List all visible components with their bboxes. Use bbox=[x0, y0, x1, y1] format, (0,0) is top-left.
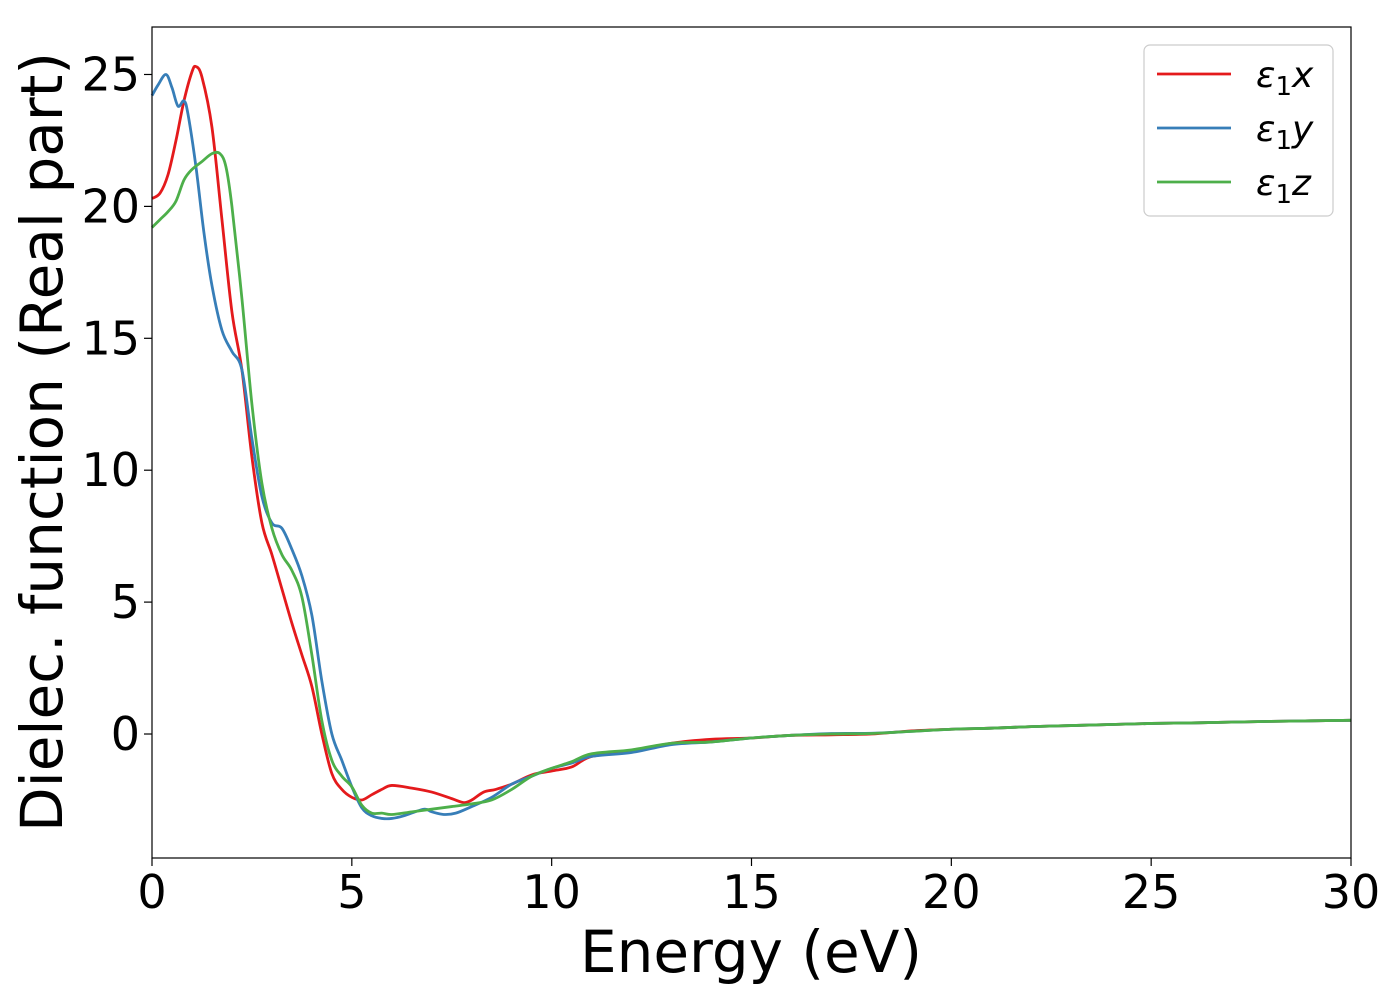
series-line-z bbox=[151, 150, 1352, 816]
x-tick-label: 25 bbox=[1122, 865, 1181, 919]
x-tick-label: 0 bbox=[137, 865, 166, 919]
x-tick-label: 20 bbox=[922, 865, 981, 919]
x-tick-label: 30 bbox=[1322, 865, 1381, 919]
x-axis-title: Energy (eV) bbox=[580, 918, 922, 986]
legend-label-y: ε1y bbox=[1256, 109, 1314, 156]
legend-label-z: ε1z bbox=[1256, 163, 1312, 210]
y-tick-label: 15 bbox=[81, 311, 140, 365]
x-axis: 0 5 10 15 20 25 30 bbox=[137, 858, 1380, 919]
series-layer bbox=[150, 64, 1352, 821]
x-tick-label: 15 bbox=[722, 865, 781, 919]
y-tick-label: 25 bbox=[81, 47, 140, 101]
y-axis-title: Dielec. function (Real part) bbox=[8, 52, 76, 832]
y-tick-label: 5 bbox=[111, 575, 140, 629]
y-tick-label: 10 bbox=[81, 443, 140, 497]
x-tick-label: 5 bbox=[337, 865, 366, 919]
legend-label-x: ε1x bbox=[1256, 55, 1314, 102]
y-tick-label: 20 bbox=[81, 179, 140, 233]
x-tick-label: 10 bbox=[522, 865, 581, 919]
y-axis: 0 5 10 15 20 25 bbox=[81, 47, 152, 761]
legend-box bbox=[1143, 44, 1334, 217]
legend: ε1x ε1y ε1z bbox=[1143, 44, 1334, 217]
y-tick-label: 0 bbox=[111, 707, 140, 761]
